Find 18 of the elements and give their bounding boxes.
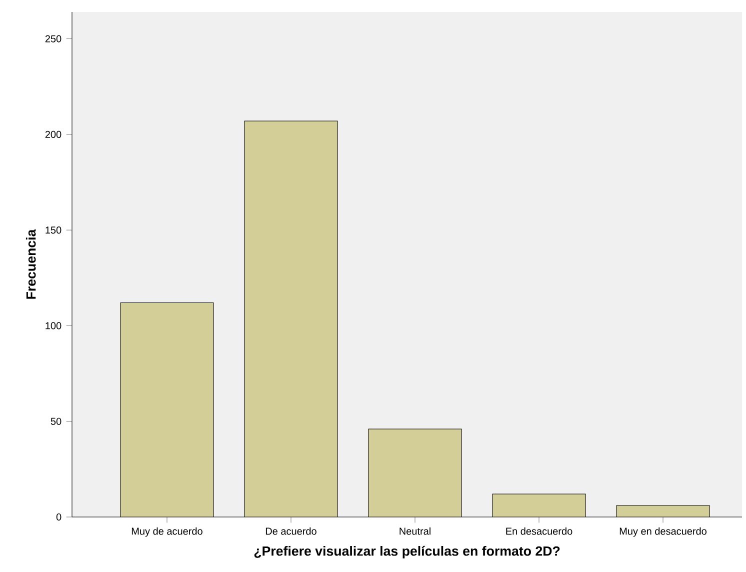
y-axis-title: Frecuencia: [26, 229, 36, 299]
bar: [616, 505, 710, 517]
x-axis-title: ¿Prefiere visualizar las películas en formato 2D?: [254, 546, 560, 558]
y-tick-label: 200: [45, 130, 62, 138]
bar: [492, 494, 586, 517]
x-tick-label: De acuerdo: [266, 527, 316, 535]
bar: [368, 429, 462, 517]
x-tick-label: En desacuerdo: [506, 527, 572, 535]
y-tick-label: 250: [45, 35, 62, 42]
y-tick-label: 150: [46, 226, 62, 234]
y-tick-label: 0: [56, 513, 62, 521]
bar: [120, 302, 214, 517]
y-tick-label: 100: [46, 322, 62, 330]
bar: [244, 121, 338, 517]
x-tick-label: Muy en desacuerdo: [620, 527, 706, 537]
y-tick-label: 50: [50, 418, 62, 425]
x-tick-label: Neutral: [400, 527, 430, 535]
x-tick-label: Muy de acuerdo: [132, 527, 202, 537]
